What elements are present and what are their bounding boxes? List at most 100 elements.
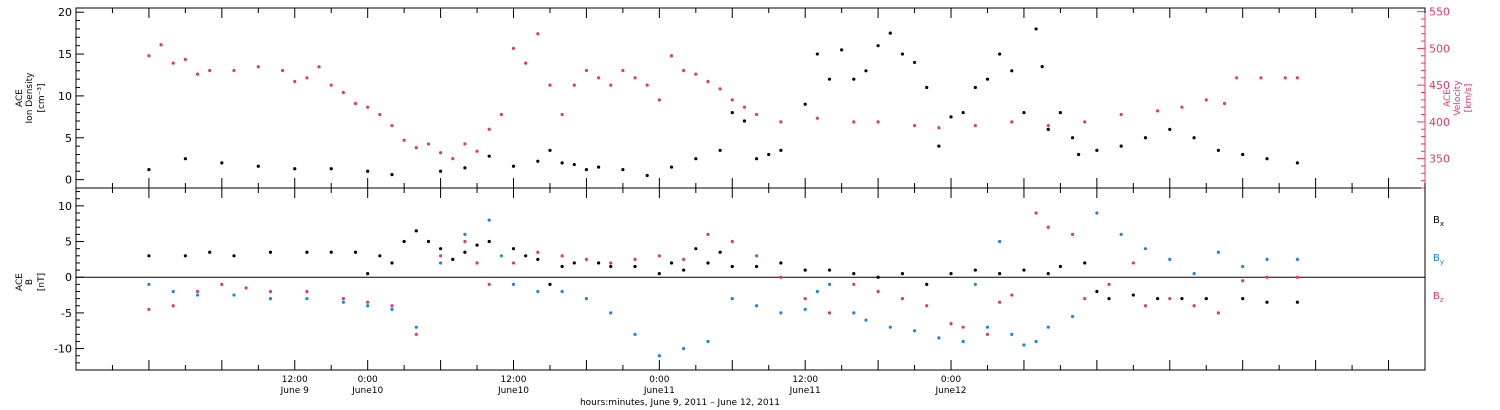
by-point (232, 293, 236, 297)
legend-by: By (1433, 253, 1444, 266)
bx-point (1180, 297, 1184, 301)
by-point (754, 304, 759, 308)
bx-point (876, 275, 880, 279)
bx-point (1058, 264, 1063, 269)
by-point (390, 307, 394, 311)
velocity-point (353, 101, 358, 106)
bx-point (1295, 300, 1299, 304)
by-point (147, 282, 151, 286)
bx-point (329, 250, 333, 254)
density-point (669, 165, 674, 169)
density-point (329, 167, 333, 171)
density-point (438, 169, 443, 173)
velocity-point (171, 61, 175, 65)
density-point (998, 52, 1002, 56)
density-point (815, 52, 819, 56)
bx-point (548, 282, 552, 286)
velocity-point (159, 43, 163, 47)
bz-point (1192, 304, 1196, 308)
velocity-point (815, 116, 819, 120)
by-point (438, 261, 443, 265)
by-point (1046, 325, 1050, 329)
by-point (803, 307, 807, 311)
field-tick-label: -5 (61, 307, 72, 320)
density-point (1119, 144, 1123, 148)
density-point (949, 115, 953, 119)
velocity-point (852, 120, 856, 124)
bx-series (147, 229, 1299, 304)
velocity-point (1010, 120, 1014, 124)
density-point (511, 164, 516, 168)
velocity-series (147, 32, 1299, 161)
velocity-point (511, 46, 516, 51)
velocity-axis-label-line3: [km/s] (1464, 84, 1474, 113)
velocity-point (378, 112, 382, 117)
time-tick-label: 12:00 (282, 375, 308, 385)
density-tick-label: 0 (65, 174, 72, 187)
bz-point (438, 254, 443, 258)
by-point (487, 218, 491, 222)
velocity-point (937, 126, 941, 130)
by-point (536, 289, 540, 294)
density-point (779, 148, 783, 152)
density-point (900, 52, 905, 56)
bz-point (1265, 275, 1269, 279)
density-tick-label: 20 (58, 6, 72, 19)
density-point (840, 48, 844, 52)
bx-point (973, 268, 977, 272)
bz-point (949, 322, 953, 326)
velocity-point (475, 149, 479, 153)
by-point (961, 339, 965, 344)
density-point (596, 165, 601, 169)
by-point (305, 297, 309, 301)
by-point (1216, 250, 1220, 254)
density-point (852, 77, 856, 81)
by-point (1010, 332, 1014, 336)
density-axis-label: ACE Ion Density [cm⁻³] (15, 72, 47, 124)
bx-point (682, 268, 686, 272)
bz-point (633, 257, 637, 261)
bx-point (669, 261, 674, 265)
bz-point (1107, 282, 1111, 286)
velocity-point (487, 127, 491, 131)
bz-point (268, 289, 273, 294)
bz-point (961, 325, 965, 329)
velocity-point (730, 98, 734, 102)
velocity-point (1283, 76, 1287, 80)
density-point (487, 154, 491, 158)
velocity-point (414, 145, 418, 150)
legend-bx: Bx (1433, 215, 1444, 228)
density-point (1168, 127, 1172, 131)
bx-point (208, 250, 212, 254)
density-point (1241, 152, 1245, 157)
velocity-point (1083, 120, 1087, 124)
velocity-point (682, 68, 686, 73)
bx-point (1241, 297, 1245, 301)
density-point (183, 157, 187, 161)
velocity-point (1204, 98, 1208, 102)
velocity-axis-label-line1: ACE (1443, 89, 1453, 107)
density-point (803, 102, 807, 106)
bx-point (900, 272, 905, 276)
by-point (499, 254, 503, 258)
field-tick-label: -10 (54, 343, 72, 356)
velocity-point (317, 65, 321, 69)
field-axis-label-line2: B (25, 279, 35, 285)
bz-point (1083, 297, 1087, 301)
by-point (341, 300, 345, 304)
bz-point (730, 239, 734, 244)
density-point (1295, 161, 1299, 165)
by-point (633, 332, 637, 336)
legend-bz-name: B (1433, 291, 1440, 302)
field-axis-label-line3: [nT] (37, 273, 47, 291)
velocity-point (973, 123, 977, 128)
velocity-point (706, 79, 710, 84)
bz-point (463, 239, 467, 244)
bx-point (232, 254, 236, 258)
day-tick-label: June11 (643, 386, 675, 396)
velocity-point (451, 157, 455, 161)
field-tick-label: 10 (58, 200, 72, 213)
density-point (961, 111, 965, 115)
bx-point (694, 247, 698, 251)
density-point (584, 167, 589, 172)
